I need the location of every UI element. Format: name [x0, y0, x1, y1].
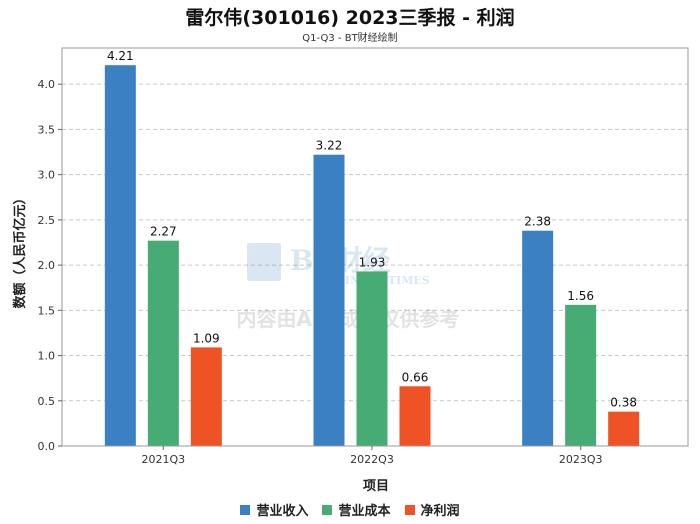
watermark-notice: 内容由AI生成，仅供参考 [237, 307, 460, 331]
bar [104, 65, 136, 446]
legend-swatch-net-profit [404, 504, 415, 515]
x-axis-label: 项目 [363, 479, 389, 494]
legend-label-cost: 营业成本 [338, 504, 391, 519]
legend: 营业收入 营业成本 净利润 [0, 500, 700, 519]
legend-label-net-profit: 净利润 [420, 504, 460, 519]
bar [608, 411, 640, 446]
legend-swatch-revenue [240, 504, 251, 515]
y-tick-label: 1.5 [38, 304, 56, 317]
y-tick-label: 1.0 [38, 350, 56, 363]
legend-item-net-profit: 净利润 [404, 500, 460, 519]
x-tick-label: 2022Q3 [350, 453, 394, 466]
y-tick-label: 2.5 [38, 214, 56, 227]
y-tick-label: 3.5 [38, 123, 56, 136]
data-label: 1.93 [359, 255, 386, 269]
watermark-logo-icon [247, 243, 281, 281]
legend-swatch-cost [322, 504, 333, 515]
axes: 0.0 0.5 1.0 1.5 2.0 2.5 3.0 3.5 4.0 2021Q3 2022Q3 2… [38, 47, 689, 466]
y-axis-label: 数额（人民币亿元） [12, 191, 28, 308]
legend-item-cost: 营业成本 [322, 500, 391, 519]
data-label: 0.66 [402, 370, 429, 384]
x-tick-label: 2021Q3 [142, 453, 186, 466]
data-label: 2.27 [150, 225, 177, 239]
bar [147, 240, 179, 446]
data-label: 4.21 [107, 49, 134, 63]
data-label: 2.38 [524, 215, 551, 229]
data-label: 1.56 [567, 289, 594, 303]
bar [190, 347, 222, 446]
bar [356, 271, 388, 446]
bar [399, 386, 431, 446]
y-tick-label: 2.0 [38, 259, 56, 272]
data-label: 0.38 [610, 396, 637, 410]
bar-chart: BT财经 BUSINESS TIMES 内容由AI生成，仅供参考 4.21 2.2… [12, 47, 689, 494]
bar [313, 154, 345, 446]
y-tick-label: 4.0 [38, 78, 56, 91]
chart-subtitle: Q1-Q3 - BT财经绘制 [302, 33, 398, 44]
data-label: 3.22 [316, 139, 343, 153]
bars [104, 65, 640, 446]
x-tick-label: 2023Q3 [559, 453, 603, 466]
data-label: 1.09 [193, 331, 220, 345]
chart-title: 雷尔伟(301016) 2023三季报 - 利润 [185, 7, 515, 29]
y-tick-label: 0.0 [38, 440, 56, 453]
data-labels: 4.21 2.27 1.09 3.22 1.93 0.66 2.38 1.56 0.38 [107, 49, 637, 409]
bar [565, 304, 597, 446]
legend-item-revenue: 营业收入 [240, 500, 308, 519]
legend-label-revenue: 营业收入 [256, 504, 309, 519]
bar [522, 230, 554, 446]
y-tick-label: 3.0 [38, 169, 56, 182]
watermark: BT财经 BUSINESS TIMES 内容由AI生成，仅供参考 [237, 243, 460, 331]
plot-frame [61, 47, 689, 447]
y-tick-label: 0.5 [38, 395, 56, 408]
